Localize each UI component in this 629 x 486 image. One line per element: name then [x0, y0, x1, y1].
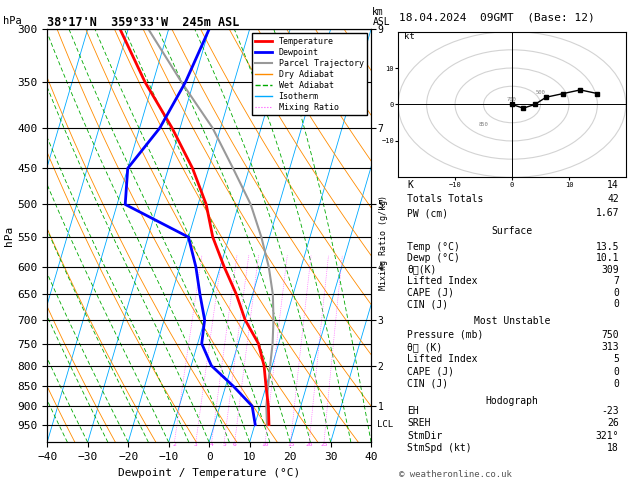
Text: Surface: Surface	[491, 226, 533, 236]
Text: StmSpd (kt): StmSpd (kt)	[407, 443, 472, 453]
Text: 4: 4	[209, 442, 213, 447]
Text: -23: -23	[601, 406, 619, 417]
Text: Mixing Ratio (g/kg): Mixing Ratio (g/kg)	[379, 195, 387, 291]
Y-axis label: hPa: hPa	[4, 226, 14, 246]
Text: EH: EH	[407, 406, 419, 417]
Text: 321°: 321°	[596, 431, 619, 441]
Text: SREH: SREH	[407, 418, 431, 429]
Text: 7: 7	[613, 276, 619, 286]
Text: CAPE (J): CAPE (J)	[407, 288, 454, 298]
Text: 0: 0	[613, 299, 619, 309]
Text: θᴄ (K): θᴄ (K)	[407, 342, 443, 352]
Text: 18: 18	[607, 443, 619, 453]
Text: 18.04.2024  09GMT  (Base: 12): 18.04.2024 09GMT (Base: 12)	[399, 12, 595, 22]
Text: 0: 0	[613, 288, 619, 298]
Text: Pressure (mb): Pressure (mb)	[407, 330, 484, 340]
Text: kt: kt	[404, 32, 415, 41]
Text: 5: 5	[613, 354, 619, 364]
Text: 3: 3	[194, 442, 198, 447]
Text: km: km	[372, 7, 384, 17]
Text: 20: 20	[306, 442, 313, 447]
Text: 2: 2	[172, 442, 176, 447]
Text: © weatheronline.co.uk: © weatheronline.co.uk	[399, 469, 512, 479]
Text: Lifted Index: Lifted Index	[407, 354, 478, 364]
Text: 13.5: 13.5	[596, 242, 619, 252]
Text: θᴄ(K): θᴄ(K)	[407, 264, 437, 275]
Text: 750: 750	[601, 330, 619, 340]
Text: ASL: ASL	[372, 17, 390, 27]
Text: 0: 0	[613, 366, 619, 377]
Text: 15: 15	[287, 442, 294, 447]
Text: CAPE (J): CAPE (J)	[407, 366, 454, 377]
Text: hPa: hPa	[3, 16, 22, 26]
Text: CIN (J): CIN (J)	[407, 379, 448, 389]
Text: K: K	[407, 180, 413, 190]
Text: 42: 42	[607, 194, 619, 204]
Text: 26: 26	[607, 418, 619, 429]
Legend: Temperature, Dewpoint, Parcel Trajectory, Dry Adiabat, Wet Adiabat, Isotherm, Mi: Temperature, Dewpoint, Parcel Trajectory…	[252, 34, 367, 116]
X-axis label: Dewpoint / Temperature (°C): Dewpoint / Temperature (°C)	[118, 468, 300, 478]
Text: 309: 309	[601, 264, 619, 275]
Text: 500: 500	[535, 89, 545, 95]
Text: 6: 6	[233, 442, 237, 447]
Text: 5: 5	[222, 442, 226, 447]
Text: 10.1: 10.1	[596, 253, 619, 263]
Text: CIN (J): CIN (J)	[407, 299, 448, 309]
Text: 0: 0	[613, 379, 619, 389]
Text: 313: 313	[601, 342, 619, 352]
Text: StmDir: StmDir	[407, 431, 443, 441]
Text: Most Unstable: Most Unstable	[474, 316, 550, 326]
Text: 14: 14	[607, 180, 619, 190]
Text: 700: 700	[507, 97, 517, 102]
Text: Dewp (°C): Dewp (°C)	[407, 253, 460, 263]
Text: 10: 10	[262, 442, 269, 447]
Text: 38°17'N  359°33'W  245m ASL: 38°17'N 359°33'W 245m ASL	[47, 16, 240, 29]
Text: 850: 850	[479, 122, 489, 127]
Text: PW (cm): PW (cm)	[407, 208, 448, 218]
Text: Hodograph: Hodograph	[486, 396, 538, 405]
Text: 25: 25	[320, 442, 328, 447]
Text: Totals Totals: Totals Totals	[407, 194, 484, 204]
Text: LCL: LCL	[377, 420, 392, 429]
Text: 1.67: 1.67	[596, 208, 619, 218]
Text: Temp (°C): Temp (°C)	[407, 242, 460, 252]
Text: Lifted Index: Lifted Index	[407, 276, 478, 286]
